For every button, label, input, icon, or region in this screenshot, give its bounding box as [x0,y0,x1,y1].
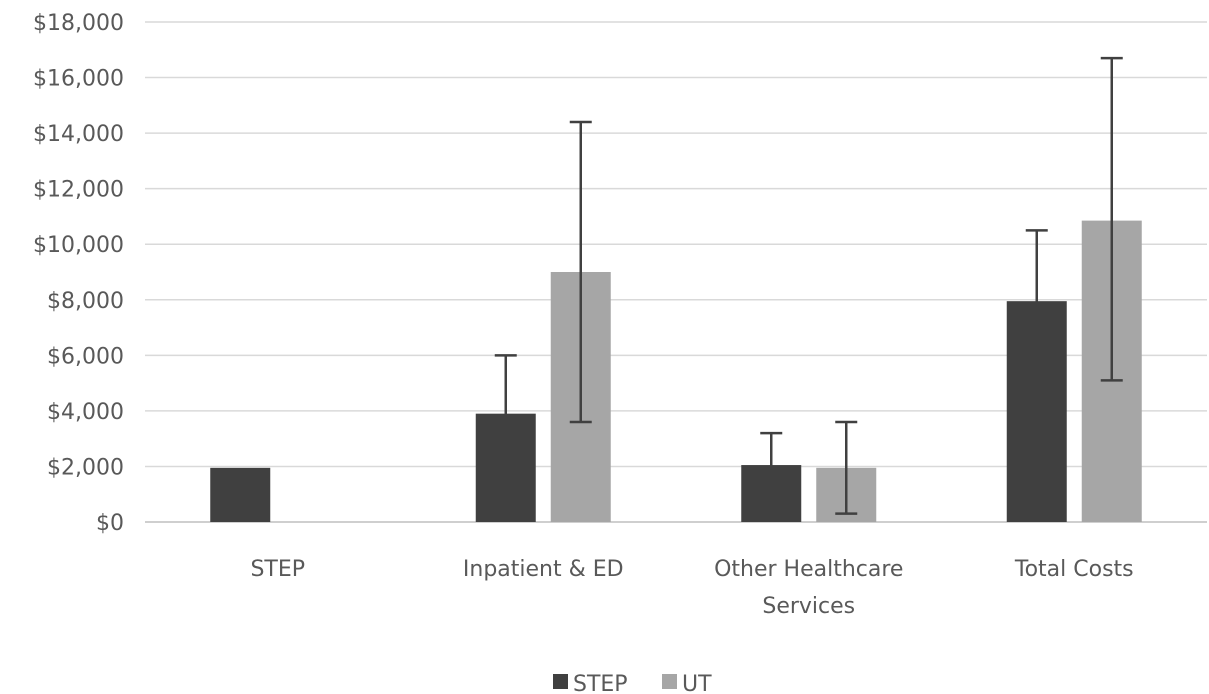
x-tick-label: Total Costs [1014,557,1134,582]
y-tick-label: $8,000 [47,289,124,314]
y-tick-label: $12,000 [33,178,124,203]
legend-item-step: STEP [553,672,628,694]
y-tick-label: $6,000 [47,344,124,369]
error-bar-ut-3 [1100,56,1123,382]
bars [210,220,1142,522]
error-bar-step-1 [494,354,517,479]
error-bars [494,56,1123,515]
legend: STEP UT [553,672,712,694]
y-tick-label: $2,000 [47,455,124,480]
y-tick-label: $10,000 [33,233,124,258]
y-tick-label: $18,000 [33,11,124,36]
bar-step-0 [210,467,271,522]
y-axis-ticks: $0 $2,000 $4,000 $6,000 $8,000 $10,000 $12,000… [33,11,124,536]
error-bar-ut-1 [569,120,592,424]
x-tick-label: Services [762,594,855,619]
error-bar-ut-2 [835,420,858,515]
legend-label: UT [682,672,712,694]
x-axis-labels: STEP Inpatient & ED Other Healthcare Servic… [250,557,1133,619]
legend-swatch [553,674,568,689]
legend-item-ut: UT [662,672,712,694]
y-tick-label: $14,000 [33,122,124,147]
gridlines [145,21,1207,523]
y-tick-label: $16,000 [33,67,124,92]
error-bar-step-3 [1025,229,1048,377]
y-tick-label: $0 [96,511,124,536]
x-tick-label: Other Healthcare [714,557,903,582]
y-tick-label: $4,000 [47,400,124,425]
legend-swatch [662,674,677,689]
error-bar-step-2 [760,431,783,496]
legend-label: STEP [573,672,628,694]
x-tick-label: Inpatient & ED [463,557,624,582]
x-tick-label: STEP [250,557,305,582]
